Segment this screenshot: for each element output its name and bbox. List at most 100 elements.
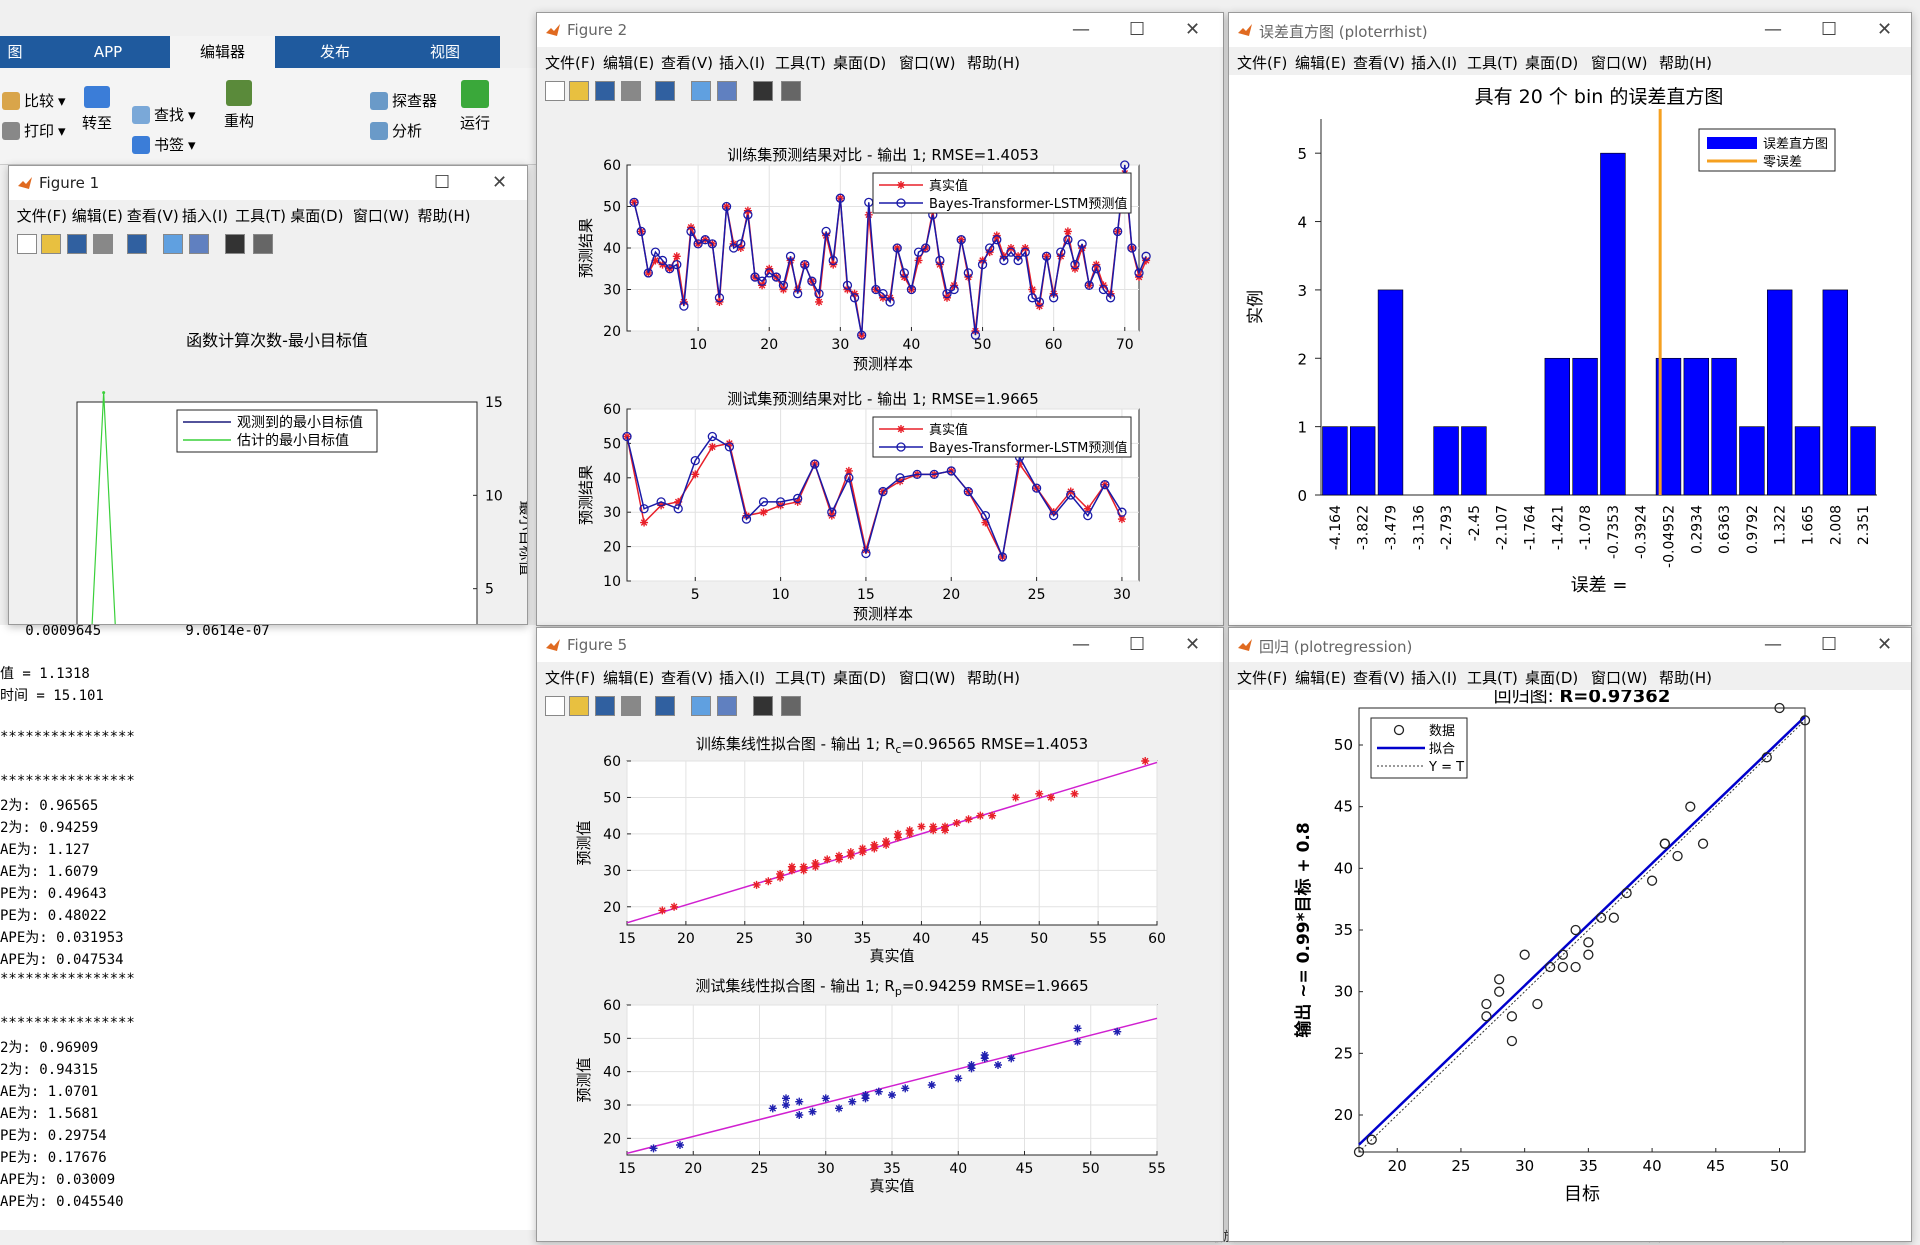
print-icon[interactable] [621, 696, 641, 716]
menu-item[interactable]: 桌面(D) [833, 669, 887, 687]
maximize-icon[interactable]: ☐ [434, 172, 451, 193]
menu-item[interactable]: 窗口(W) [899, 669, 956, 687]
legend-icon[interactable] [717, 696, 737, 716]
save-icon[interactable] [595, 696, 615, 716]
menu-item[interactable]: 桌面(D) [1525, 54, 1579, 72]
menu-item[interactable]: 插入(I) [719, 669, 766, 687]
menu-item[interactable]: 编辑(E) [603, 669, 655, 687]
print-button[interactable]: 打印 ▾ [2, 120, 66, 141]
minimize-icon[interactable]: — [1764, 19, 1782, 40]
compare-button[interactable]: 比较 ▾ [2, 90, 66, 111]
figure5-window[interactable]: Figure 5 — ☐ ✕ 文件(F) 编辑(E) 查看(V) 插入(I) 工具(T)… [536, 627, 1224, 1242]
tab-view[interactable]: 视图 [429, 43, 460, 61]
legend-icon[interactable] [717, 81, 737, 101]
menu-item[interactable]: 查看(V) [1353, 54, 1405, 72]
figure2-window[interactable]: Figure 2 — ☐ ✕ 文件(F) 编辑(E) 查看(V) 插入(I) 工具(T)… [536, 12, 1224, 626]
menu-item[interactable]: 帮助(H) [1659, 669, 1712, 687]
menu-item[interactable]: 桌面(D) [290, 207, 344, 225]
menu-item[interactable]: 帮助(H) [1659, 54, 1712, 72]
menu-item[interactable]: 查看(V) [126, 207, 179, 225]
close-icon[interactable]: ✕ [1877, 19, 1893, 40]
print-icon[interactable] [93, 234, 113, 254]
menu-item[interactable]: 文件(F) [1237, 54, 1288, 72]
open-icon[interactable] [569, 81, 589, 101]
colorbar-icon[interactable] [163, 234, 183, 254]
legend-icon[interactable] [189, 234, 209, 254]
menu-item[interactable]: 窗口(W) [1591, 669, 1648, 687]
regression-window[interactable]: 回归 (plotregression) — ☐ ✕ 文件(F) 编辑(E) 查看(V… [1228, 627, 1912, 1242]
menu-item[interactable]: 文件(F) [545, 54, 596, 72]
new-icon[interactable] [545, 81, 565, 101]
link-icon[interactable] [655, 696, 675, 716]
menu-item[interactable]: 编辑(E) [1295, 669, 1347, 687]
colorbar-icon[interactable] [691, 696, 711, 716]
menu-item[interactable]: 查看(V) [661, 54, 713, 72]
pointer-icon[interactable] [753, 696, 773, 716]
menu-item[interactable]: 帮助(H) [967, 54, 1020, 72]
open-icon[interactable] [569, 696, 589, 716]
histogram-window[interactable]: 误差直方图 (ploterrhist) — ☐ ✕ 文件(F) 编辑(E) 查看(V… [1228, 12, 1912, 626]
menu-item[interactable]: 工具(T) [775, 54, 826, 72]
close-icon[interactable]: ✕ [492, 172, 508, 193]
figure1-window[interactable]: Figure 1 ☐ ✕ 文件(F) 编辑(E) 查看(V) 插入(I) 工具(T) 桌面… [8, 165, 528, 625]
link-icon[interactable] [127, 234, 147, 254]
property-icon[interactable] [781, 81, 801, 101]
new-icon[interactable] [545, 696, 565, 716]
open-icon[interactable] [41, 234, 61, 254]
pointer-icon[interactable] [753, 81, 773, 101]
refactor-button[interactable]: 重构 [224, 80, 254, 131]
property-icon[interactable] [253, 234, 273, 254]
minimize-icon[interactable]: — [1072, 634, 1090, 655]
menu-item[interactable]: 帮助(H) [967, 669, 1020, 687]
goto-button[interactable]: 转至 [82, 86, 112, 133]
menu-item[interactable]: 工具(T) [1467, 54, 1518, 72]
menu-item[interactable]: 窗口(W) [899, 54, 956, 72]
close-icon[interactable]: ✕ [1877, 634, 1893, 655]
menu-item[interactable]: 窗口(W) [1591, 54, 1648, 72]
menu-item[interactable]: 插入(I) [1411, 54, 1458, 72]
menu-item[interactable]: 文件(F) [545, 669, 596, 687]
property-icon[interactable] [781, 696, 801, 716]
close-icon[interactable]: ✕ [1185, 19, 1201, 40]
save-icon[interactable] [595, 81, 615, 101]
menu-item[interactable]: 帮助(H) [417, 207, 471, 225]
run-button[interactable]: 运行 [460, 80, 490, 133]
analyze-button[interactable]: 分析 [370, 120, 422, 141]
menu-item[interactable]: 插入(I) [1411, 669, 1458, 687]
profiler-button[interactable]: 探查器 [370, 90, 437, 111]
find-button[interactable]: 查找 ▾ [132, 104, 196, 125]
link-icon[interactable] [655, 81, 675, 101]
menu-item[interactable]: 桌面(D) [833, 54, 887, 72]
menu-item[interactable]: 窗口(W) [352, 207, 410, 225]
menu-item[interactable]: 编辑(E) [71, 207, 123, 225]
print-icon[interactable] [621, 81, 641, 101]
menu-item[interactable]: 插入(I) [719, 54, 766, 72]
menu-item[interactable]: 工具(T) [1467, 669, 1518, 687]
maximize-icon[interactable]: ☐ [1821, 634, 1838, 655]
tab-editor[interactable]: 编辑器 [170, 36, 275, 68]
menu-item[interactable]: 桌面(D) [1525, 669, 1579, 687]
save-icon[interactable] [67, 234, 87, 254]
menu-item[interactable]: 查看(V) [1353, 669, 1405, 687]
close-icon[interactable]: ✕ [1185, 634, 1201, 655]
tab-publish[interactable]: 发布 [319, 43, 350, 61]
menu-item[interactable]: 查看(V) [661, 669, 713, 687]
new-icon[interactable] [17, 234, 37, 254]
menu-item[interactable]: 文件(F) [16, 207, 67, 225]
menu-item[interactable]: 插入(I) [181, 207, 229, 225]
tab-figure[interactable]: 图 [7, 43, 23, 61]
command-window[interactable]: 0.0009645 9.0614e-07 值 = 1.1318 时间 = 15.10… [0, 623, 386, 1230]
menu-item[interactable]: 编辑(E) [603, 54, 655, 72]
maximize-icon[interactable]: ☐ [1821, 19, 1838, 40]
colorbar-icon[interactable] [691, 81, 711, 101]
pointer-icon[interactable] [225, 234, 245, 254]
menu-item[interactable]: 文件(F) [1237, 669, 1288, 687]
maximize-icon[interactable]: ☐ [1129, 634, 1146, 655]
minimize-icon[interactable]: — [1764, 634, 1782, 655]
maximize-icon[interactable]: ☐ [1129, 19, 1146, 40]
minimize-icon[interactable]: — [1072, 19, 1090, 40]
bookmark-button[interactable]: 书签 ▾ [132, 134, 196, 155]
tab-app[interactable]: APP [93, 43, 123, 61]
menu-item[interactable]: 编辑(E) [1295, 54, 1347, 72]
menu-item[interactable]: 工具(T) [775, 669, 826, 687]
